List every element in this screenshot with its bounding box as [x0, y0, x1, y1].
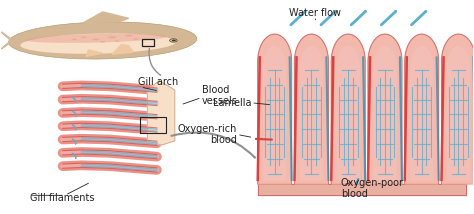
Polygon shape [86, 50, 103, 56]
Bar [142, 39, 154, 46]
Polygon shape [441, 34, 474, 184]
Polygon shape [331, 34, 365, 184]
FancyArrowPatch shape [149, 49, 161, 75]
Ellipse shape [81, 37, 87, 38]
FancyArrowPatch shape [73, 139, 76, 144]
Ellipse shape [9, 22, 197, 59]
Polygon shape [84, 12, 128, 22]
FancyArrowPatch shape [411, 11, 426, 25]
Text: Water flow: Water flow [289, 8, 341, 18]
Bar [140, 116, 166, 133]
Polygon shape [374, 47, 396, 180]
FancyArrowPatch shape [351, 11, 365, 25]
Polygon shape [147, 81, 175, 145]
Polygon shape [337, 47, 359, 180]
Ellipse shape [72, 39, 77, 40]
Polygon shape [368, 34, 402, 184]
Ellipse shape [100, 41, 106, 43]
FancyArrowPatch shape [73, 125, 76, 130]
FancyArrowPatch shape [356, 179, 358, 184]
Ellipse shape [115, 40, 119, 42]
FancyArrowPatch shape [382, 11, 396, 25]
Ellipse shape [170, 39, 177, 42]
Ellipse shape [25, 34, 166, 43]
Polygon shape [294, 34, 328, 184]
Ellipse shape [92, 39, 99, 40]
FancyArrowPatch shape [73, 111, 76, 116]
Polygon shape [405, 34, 438, 184]
Text: Blood
vessels: Blood vessels [201, 85, 237, 106]
Polygon shape [447, 47, 470, 180]
Text: Gill arch: Gill arch [138, 77, 178, 87]
FancyArrowPatch shape [73, 153, 76, 158]
Ellipse shape [172, 40, 176, 41]
Polygon shape [1, 32, 13, 49]
FancyArrowPatch shape [256, 139, 272, 140]
Text: Oxygen-rich
blood: Oxygen-rich blood [178, 124, 237, 145]
FancyArrowPatch shape [291, 11, 305, 25]
Polygon shape [264, 47, 286, 180]
Ellipse shape [20, 33, 176, 54]
Polygon shape [301, 47, 322, 180]
Polygon shape [410, 47, 433, 180]
Ellipse shape [133, 38, 138, 40]
Ellipse shape [125, 35, 132, 37]
Text: Lamella: Lamella [213, 98, 251, 108]
Text: Gill filaments: Gill filaments [30, 193, 94, 203]
Polygon shape [258, 34, 292, 184]
FancyArrowPatch shape [73, 97, 76, 102]
Text: Oxygen-poor
blood: Oxygen-poor blood [341, 178, 404, 199]
FancyArrowPatch shape [172, 132, 255, 158]
Polygon shape [112, 45, 133, 54]
Polygon shape [258, 184, 465, 195]
FancyArrowPatch shape [321, 11, 335, 25]
Ellipse shape [108, 36, 117, 38]
